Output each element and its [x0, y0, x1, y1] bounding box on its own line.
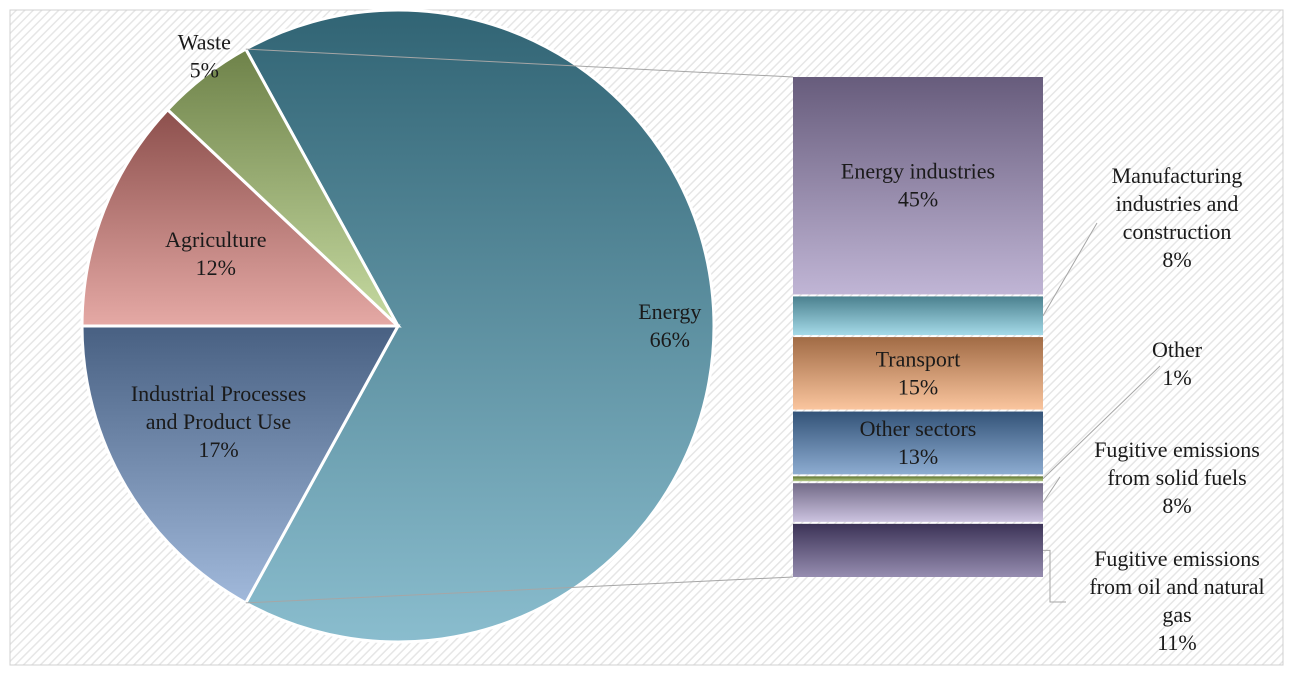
bar-segment-manufacturing-industries-and-construction: [793, 296, 1043, 336]
leader-line-fugitive-emissions-from-solid-fuels: [1042, 476, 1061, 503]
bar-label-fugitive-emissions-from-oil-and-natural-gas: Fugitive emissions from oil and natural ga…: [1089, 546, 1264, 655]
pie-label-industrial-processes-and-product-use: Industrial Processes and Product Use 17%: [131, 381, 306, 462]
leader-line-manufacturing-industries-and-construction: [1042, 222, 1098, 317]
bar-segment-other-sectors: [793, 411, 1043, 475]
pie-slice-energy: [243, 8, 716, 644]
bar-label-manufacturing-industries-and-construction: Manufacturing industries and construction 8…: [1112, 163, 1243, 272]
pie-slice-industrial-processes-and-product-use: [80, 324, 401, 605]
bar-segment-transport: [793, 337, 1043, 410]
leader-line-fugitive-emissions-from-oil-and-natural-gas: [1043, 549, 1066, 603]
connector-line-bottom: [245, 576, 794, 604]
bar-label-transport: Transport 15%: [876, 346, 961, 399]
bar-label-other: Other 1%: [1152, 337, 1203, 390]
pie-label-agriculture: Agriculture 12%: [165, 227, 266, 280]
pie-label-energy: Energy 66%: [638, 299, 701, 352]
pie-label-waste: Waste 5%: [178, 29, 231, 82]
pie-slice-agriculture: [80, 107, 402, 328]
bar-label-fugitive-emissions-from-solid-fuels: Fugitive emissions from solid fuels 8%: [1094, 437, 1260, 518]
leader-line-other: [1042, 365, 1161, 480]
bar-segment-fugitive-emissions-from-solid-fuels: [793, 483, 1043, 522]
pie-slice-waste: [165, 47, 400, 328]
bar-label-energy-industries: Energy industries 45%: [841, 159, 995, 212]
bar-segment-other: [793, 476, 1043, 482]
bar-segment-energy-industries: [793, 77, 1043, 295]
bar-segment-fugitive-emissions-from-oil-and-natural-gas: [793, 523, 1043, 577]
bar-label-other-sectors: Other sectors 13%: [860, 416, 977, 469]
connector-line-top: [245, 48, 794, 78]
